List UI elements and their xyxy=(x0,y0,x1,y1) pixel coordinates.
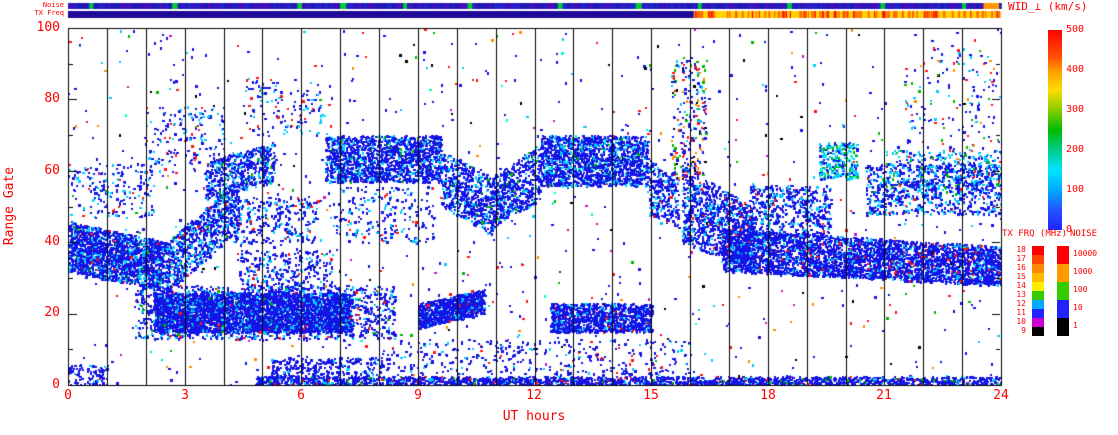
x-tick-label: 18 xyxy=(760,388,776,403)
wid-colorbar-title: WID_⊥ (km/s) xyxy=(1008,0,1088,13)
freq-tick-label: 17 xyxy=(1016,254,1026,263)
y-axis-title: Range Gate xyxy=(1,166,17,246)
y-tick-label: 80 xyxy=(44,91,60,106)
txfrq-colorbar-title: TX FRQ (MHz) xyxy=(1002,229,1068,239)
y-tick-label: 60 xyxy=(44,163,60,178)
noise-tick-label: 10 xyxy=(1073,303,1083,312)
freq-tick-label: 10 xyxy=(1016,317,1026,326)
x-tick-label: 9 xyxy=(414,388,422,403)
noise-colorbar xyxy=(1057,246,1069,336)
freq-tick-label: 12 xyxy=(1016,299,1026,308)
noise-tick-label: 100 xyxy=(1073,285,1088,294)
txfrq-colorbar xyxy=(1032,246,1044,336)
freq-tick-label: 16 xyxy=(1016,263,1026,272)
y-tick-label: 100 xyxy=(36,20,60,35)
wid-colorbar xyxy=(1048,30,1062,230)
x-tick-label: 12 xyxy=(526,388,542,403)
x-tick-label: 0 xyxy=(64,388,72,403)
noise-colorbar-title: NOISE xyxy=(1070,229,1098,239)
y-tick-label: 0 xyxy=(52,377,60,392)
wid-tick-label: 200 xyxy=(1066,144,1085,155)
x-tick-label: 3 xyxy=(181,388,189,403)
noise-tick-label: 1000 xyxy=(1073,267,1093,276)
freq-tick-label: 18 xyxy=(1016,245,1026,254)
freq-tick-label: 9 xyxy=(1021,326,1026,335)
freq-tick-label: 13 xyxy=(1016,290,1026,299)
x-axis-title: UT hours xyxy=(502,409,566,424)
x-tick-label: 21 xyxy=(876,388,892,403)
freq-tick-label: 14 xyxy=(1016,281,1026,290)
wid-tick-label: 0 xyxy=(1066,224,1073,235)
freq-tick-label: 15 xyxy=(1016,272,1026,281)
x-tick-label: 15 xyxy=(643,388,659,403)
wid-tick-label: 100 xyxy=(1066,184,1085,195)
noise-tick-label: 10000 xyxy=(1073,249,1098,258)
txfreq-strip-label: TX Freq xyxy=(34,9,64,17)
x-tick-label: 24 xyxy=(993,388,1009,403)
noise-strip-label: Noise xyxy=(42,1,64,9)
wid-tick-label: 400 xyxy=(1066,64,1085,75)
y-tick-label: 40 xyxy=(44,234,60,249)
freq-tick-label: 11 xyxy=(1016,308,1026,317)
y-tick-label: 20 xyxy=(44,305,60,320)
wid-tick-label: 500 xyxy=(1066,24,1085,35)
noise-tick-label: 1 xyxy=(1073,321,1078,330)
x-tick-label: 6 xyxy=(297,388,305,403)
wid-tick-label: 300 xyxy=(1066,104,1085,115)
